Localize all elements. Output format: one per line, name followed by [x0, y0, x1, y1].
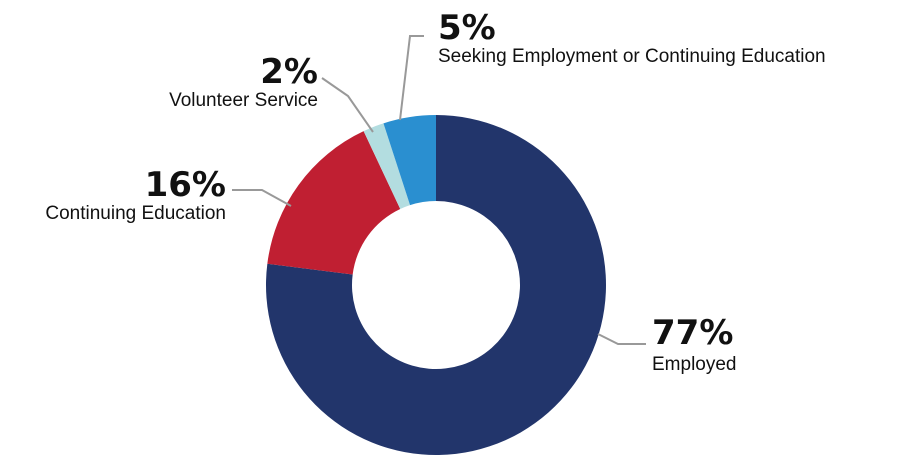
slice-category-label: Seeking Employment or Continuing Educati…: [438, 46, 826, 67]
slice-category-label: Volunteer Service: [169, 90, 318, 111]
slice-category-label: Continuing Education: [45, 203, 226, 224]
leader-line-employed: [597, 333, 646, 345]
slice-label-continuing-education: 16% Continuing Education: [45, 165, 226, 224]
slice-label-volunteer-service: 2% Volunteer Service: [169, 52, 318, 111]
donut-slice-seeking-employment-or-continuing-education: [383, 115, 436, 206]
donut-slice-employed: [266, 115, 607, 455]
leader-lines: [232, 35, 646, 345]
donut-slice-volunteer-service: [363, 123, 411, 209]
slice-category-label: Employed: [652, 354, 737, 375]
donut-slices: [266, 115, 607, 455]
slice-value-label: 77%: [652, 313, 733, 353]
slice-label-employed: 77% Employed: [652, 313, 737, 375]
slice-label-seeking-employment: 5% Seeking Employment or Continuing Educ…: [438, 8, 826, 67]
leader-line-seeking-employment: [399, 35, 424, 121]
slice-value-label: 2%: [260, 52, 318, 92]
leader-line-volunteer-service: [321, 77, 374, 133]
donut-slice-continuing-education: [267, 131, 401, 275]
leader-line-continuing-education: [232, 189, 292, 207]
slice-value-label: 16%: [145, 165, 226, 205]
slice-value-label: 5%: [438, 8, 496, 48]
